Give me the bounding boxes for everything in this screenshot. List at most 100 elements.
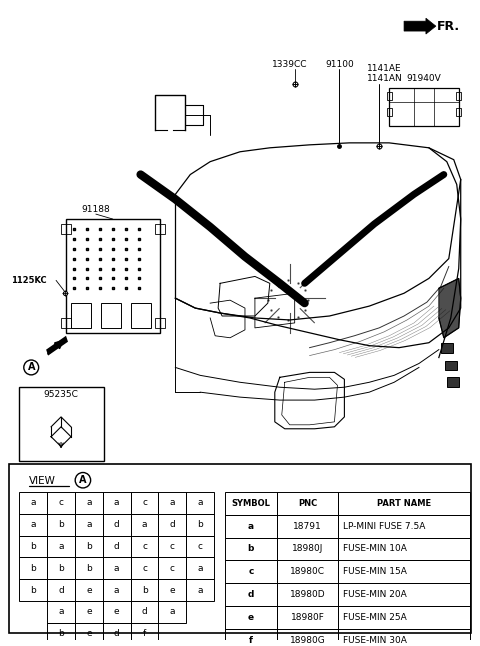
Text: d: d bbox=[114, 629, 120, 638]
Bar bbox=[338, 492, 469, 515]
Bar bbox=[338, 515, 469, 537]
Bar bbox=[338, 606, 469, 629]
Bar bbox=[158, 492, 186, 514]
Bar bbox=[186, 536, 214, 557]
Bar bbox=[225, 537, 277, 560]
Text: 95235C: 95235C bbox=[44, 390, 78, 399]
Polygon shape bbox=[439, 278, 461, 338]
Text: 18980G: 18980G bbox=[290, 636, 325, 645]
Text: 18980J: 18980J bbox=[292, 545, 324, 554]
Text: FUSE-MIN 10A: FUSE-MIN 10A bbox=[343, 545, 407, 554]
Bar bbox=[19, 536, 47, 557]
Text: 1141AE: 1141AE bbox=[367, 63, 402, 72]
Bar bbox=[441, 343, 453, 353]
Text: c: c bbox=[142, 564, 147, 573]
Text: b: b bbox=[30, 564, 36, 573]
Bar bbox=[103, 536, 131, 557]
Bar bbox=[156, 224, 166, 234]
Bar bbox=[75, 536, 103, 557]
Bar bbox=[103, 514, 131, 536]
Text: d: d bbox=[169, 520, 175, 529]
Bar bbox=[47, 623, 75, 645]
Bar bbox=[71, 303, 91, 328]
Text: 91188: 91188 bbox=[82, 205, 110, 214]
Bar bbox=[156, 318, 166, 328]
Bar bbox=[456, 92, 461, 100]
Bar bbox=[75, 601, 103, 623]
Bar bbox=[47, 579, 75, 601]
Bar bbox=[47, 514, 75, 536]
Bar bbox=[158, 579, 186, 601]
Text: A: A bbox=[27, 362, 35, 373]
Text: d: d bbox=[248, 590, 254, 599]
Text: FUSE-MIN 20A: FUSE-MIN 20A bbox=[343, 590, 407, 599]
Text: a: a bbox=[86, 499, 92, 508]
Bar bbox=[158, 514, 186, 536]
Bar bbox=[186, 514, 214, 536]
Bar bbox=[47, 536, 75, 557]
Text: b: b bbox=[30, 542, 36, 551]
Text: b: b bbox=[86, 564, 92, 573]
Bar bbox=[66, 219, 160, 333]
Bar bbox=[225, 492, 277, 515]
Text: e: e bbox=[86, 629, 92, 638]
Bar bbox=[338, 583, 469, 606]
Text: SYMBOL: SYMBOL bbox=[231, 499, 270, 508]
Text: a: a bbox=[114, 564, 120, 573]
Text: d: d bbox=[114, 520, 120, 529]
Bar bbox=[158, 601, 186, 623]
Text: a: a bbox=[169, 607, 175, 616]
Text: A: A bbox=[79, 475, 87, 485]
Text: 1141AN: 1141AN bbox=[367, 74, 403, 83]
Text: 1339CC: 1339CC bbox=[272, 59, 308, 68]
Text: 91940V: 91940V bbox=[407, 74, 441, 83]
Bar bbox=[277, 606, 338, 629]
Bar bbox=[75, 492, 103, 514]
Bar bbox=[103, 579, 131, 601]
Text: a: a bbox=[142, 520, 147, 529]
Bar bbox=[47, 557, 75, 579]
Polygon shape bbox=[46, 336, 68, 355]
Bar bbox=[47, 601, 75, 623]
Bar bbox=[131, 536, 158, 557]
Bar bbox=[447, 377, 459, 387]
Text: a: a bbox=[58, 542, 64, 551]
Bar bbox=[131, 514, 158, 536]
Text: FUSE-MIN 15A: FUSE-MIN 15A bbox=[343, 567, 407, 576]
Bar bbox=[19, 557, 47, 579]
Text: f: f bbox=[249, 636, 253, 645]
Text: a: a bbox=[197, 585, 203, 594]
Text: d: d bbox=[142, 607, 147, 616]
Bar bbox=[225, 515, 277, 537]
Text: 18980D: 18980D bbox=[290, 590, 325, 599]
Text: FUSE-MIN 25A: FUSE-MIN 25A bbox=[343, 613, 407, 621]
Bar bbox=[9, 464, 471, 632]
Text: 18980C: 18980C bbox=[290, 567, 325, 576]
Bar bbox=[75, 557, 103, 579]
Text: c: c bbox=[248, 567, 253, 576]
Bar bbox=[387, 109, 392, 116]
Bar bbox=[389, 89, 459, 126]
Text: e: e bbox=[248, 613, 254, 621]
Bar bbox=[61, 224, 71, 234]
Text: a: a bbox=[169, 499, 175, 508]
Bar bbox=[75, 514, 103, 536]
Bar bbox=[338, 629, 469, 646]
Text: a: a bbox=[114, 585, 120, 594]
Bar bbox=[19, 579, 47, 601]
Bar bbox=[277, 515, 338, 537]
Text: a: a bbox=[114, 499, 120, 508]
Text: c: c bbox=[198, 542, 203, 551]
Bar bbox=[131, 303, 151, 328]
Text: a: a bbox=[197, 564, 203, 573]
Bar bbox=[103, 623, 131, 645]
Text: c: c bbox=[170, 564, 175, 573]
Bar bbox=[103, 492, 131, 514]
Text: b: b bbox=[58, 629, 64, 638]
Bar bbox=[19, 387, 104, 461]
Text: b: b bbox=[197, 520, 203, 529]
Text: c: c bbox=[59, 499, 63, 508]
Text: FR.: FR. bbox=[437, 20, 460, 33]
Text: PNC: PNC bbox=[298, 499, 317, 508]
Text: d: d bbox=[114, 542, 120, 551]
